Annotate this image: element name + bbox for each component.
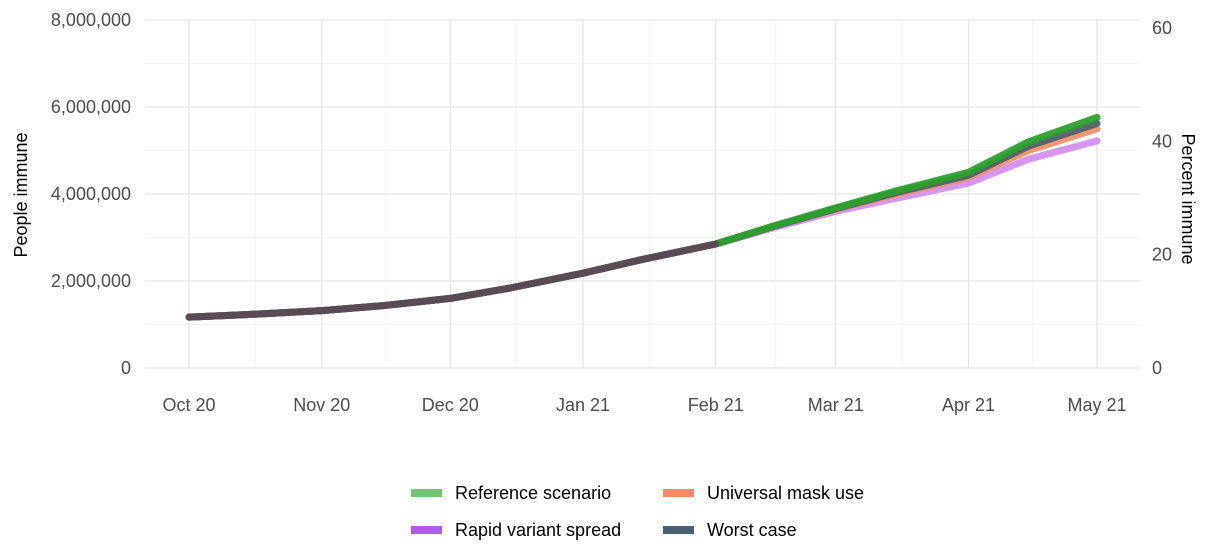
legend-item: Rapid variant spread	[411, 520, 621, 540]
y-tick-label: 8,000,000	[51, 10, 131, 30]
x-tick-label: Dec 20	[422, 395, 479, 415]
x-tick-label: Nov 20	[293, 395, 350, 415]
legend-label: Universal mask use	[707, 483, 864, 503]
x-tick-label: Apr 21	[942, 395, 995, 415]
series-line-reference-scenario	[185, 113, 1101, 321]
series-line-worst-case	[185, 120, 1101, 321]
series-overlap-line	[185, 240, 720, 321]
x-tick-label: Mar 21	[808, 395, 864, 415]
legend-item: Reference scenario	[411, 483, 611, 503]
legend-label: Worst case	[707, 520, 797, 540]
y2-tick-label: 0	[1152, 358, 1162, 378]
x-axis-ticks: Oct 20 Nov 20 Dec 20 Jan 21 Feb 21 Mar 21 Apr …	[162, 395, 1126, 415]
series-line-rapid-variant-spread	[185, 137, 1101, 321]
y2-tick-label: 60	[1152, 18, 1172, 38]
legend: Reference scenario Universal mask use Rapi…	[411, 483, 864, 540]
legend-key	[663, 526, 694, 534]
overlap-line	[185, 240, 720, 321]
legend-label: Reference scenario	[455, 483, 611, 503]
y2-axis-ticks: 0 20 40 60	[1152, 18, 1172, 378]
legend-item: Worst case	[663, 520, 797, 540]
grid	[145, 19, 1140, 369]
y-tick-label: 0	[121, 358, 131, 378]
y-tick-label: 2,000,000	[51, 271, 131, 291]
y2-axis-title: Percent immune	[1178, 133, 1198, 264]
x-tick-label: May 21	[1067, 395, 1126, 415]
y2-tick-label: 40	[1152, 131, 1172, 151]
series-lines	[185, 113, 1101, 321]
series-line-universal-mask-use	[185, 125, 1101, 321]
y2-tick-label: 20	[1152, 245, 1172, 265]
y-tick-label: 6,000,000	[51, 97, 131, 117]
legend-key	[411, 489, 442, 497]
x-tick-label: Jan 21	[556, 395, 610, 415]
y-axis-title: People immune	[11, 132, 31, 257]
legend-item: Universal mask use	[663, 483, 864, 503]
x-tick-label: Feb 21	[688, 395, 744, 415]
legend-key	[663, 489, 694, 497]
legend-label: Rapid variant spread	[455, 520, 621, 540]
x-tick-label: Oct 20	[162, 395, 215, 415]
y-axis-ticks: 0 2,000,000 4,000,000 6,000,000 8,000,000	[51, 10, 131, 378]
legend-key	[411, 526, 442, 534]
y-tick-label: 4,000,000	[51, 184, 131, 204]
